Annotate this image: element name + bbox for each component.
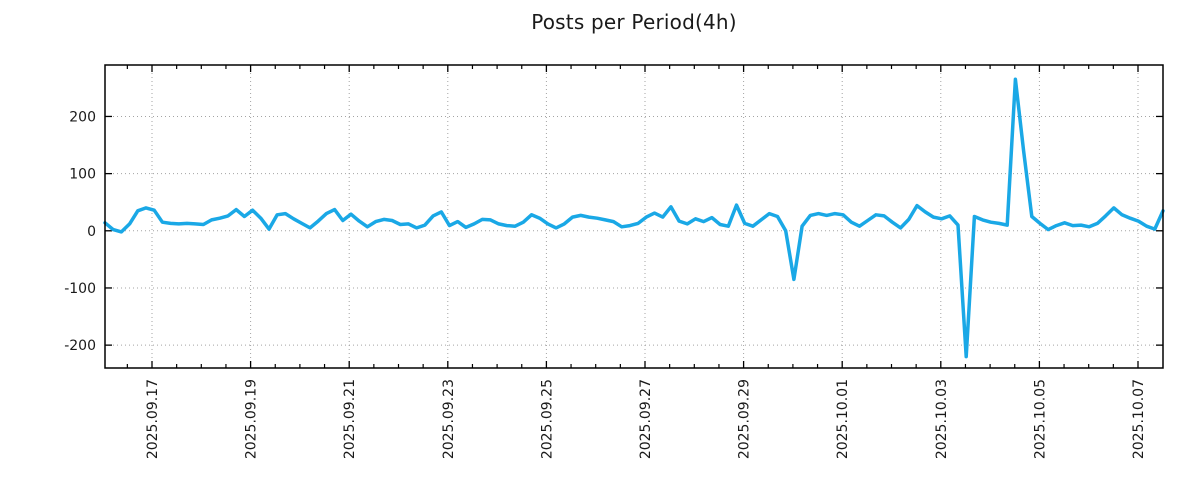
x-tick-label: 2025.09.29 (737, 379, 753, 459)
x-tick-label: 2025.10.05 (1032, 379, 1048, 459)
y-tick-label: -100 (64, 281, 96, 297)
y-tick-label: 100 (69, 167, 96, 183)
y-tick-label: 0 (87, 224, 96, 240)
x-tick-label: 2025.10.07 (1131, 379, 1147, 459)
x-tick-label: 2025.09.17 (145, 379, 161, 459)
x-tick-label: 2025.09.23 (441, 379, 457, 459)
data-line (103, 77, 1165, 359)
x-tick-label: 2025.09.27 (638, 379, 654, 459)
x-tick-label: 2025.10.03 (934, 379, 950, 459)
y-tick-label: 200 (69, 109, 96, 125)
plot-border (104, 64, 1164, 369)
x-tick-label: 2025.09.19 (244, 379, 260, 459)
y-tick-label: -200 (64, 338, 96, 354)
x-tick-label: 2025.10.01 (835, 379, 851, 459)
x-tick-label: 2025.09.25 (539, 379, 555, 459)
x-tick-label: 2025.09.21 (342, 379, 358, 459)
chart-title: Posts per Period(4h) (531, 10, 737, 34)
